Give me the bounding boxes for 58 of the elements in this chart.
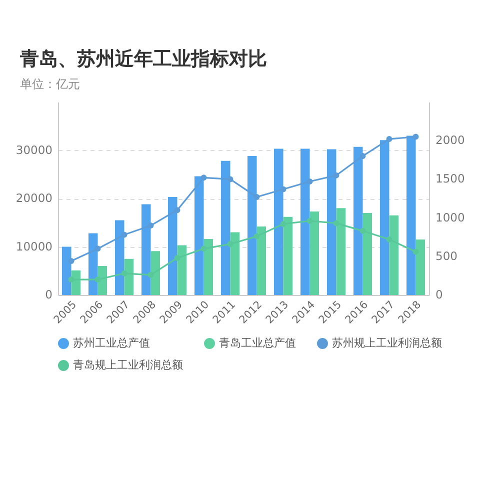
point (121, 270, 128, 276)
point (280, 186, 286, 192)
legend-label: 苏州规上工业利润总额 (332, 336, 442, 350)
point (306, 178, 313, 185)
point (68, 276, 74, 283)
point (174, 254, 180, 261)
bar (168, 197, 178, 295)
bar (88, 233, 98, 295)
bar (247, 156, 257, 295)
y2-tick-label: 1500 (436, 172, 465, 186)
bar (141, 204, 151, 295)
y2-tick-label: 2000 (436, 133, 465, 148)
point (148, 222, 154, 229)
y-tick-label: 10000 (16, 239, 52, 254)
bar (194, 176, 204, 295)
point (280, 220, 286, 227)
point (333, 172, 340, 178)
bar (220, 160, 230, 295)
y-tick-label: 30000 (16, 142, 52, 157)
point (360, 228, 366, 234)
chart-subtitle: 单位：亿元 (20, 77, 80, 91)
point (386, 136, 392, 142)
point (333, 220, 340, 226)
bar (326, 149, 336, 295)
point (360, 153, 366, 160)
legend-label: 青岛工业总产值 (219, 336, 296, 350)
point (94, 246, 101, 252)
point (200, 246, 207, 252)
y2-tick-label: 0 (436, 288, 443, 302)
bar (274, 148, 284, 295)
legend-label: 苏州工业总产值 (73, 336, 150, 350)
point (254, 233, 260, 240)
point (121, 232, 128, 238)
bar (62, 246, 72, 295)
point (254, 194, 260, 200)
point (412, 248, 419, 255)
bar (416, 240, 426, 295)
point (148, 272, 154, 278)
point (94, 276, 101, 283)
bar (114, 220, 124, 295)
y2-tick-label: 500 (436, 248, 458, 263)
point (227, 176, 234, 182)
point (227, 241, 234, 248)
point (68, 258, 74, 264)
bar (353, 146, 363, 295)
point (386, 236, 392, 242)
point (412, 134, 419, 140)
legend-label: 青岛规上工业利润总额 (73, 358, 183, 372)
bar (380, 140, 390, 295)
point (200, 174, 207, 181)
y-tick-label: 0 (45, 288, 52, 302)
bar (300, 148, 310, 295)
point (306, 218, 313, 224)
chart-title: 青岛、苏州近年工业指标对比 (19, 48, 267, 70)
y2-tick-label: 1000 (436, 210, 465, 224)
bar (406, 136, 416, 295)
y-tick-label: 20000 (16, 191, 52, 205)
point (174, 207, 180, 214)
